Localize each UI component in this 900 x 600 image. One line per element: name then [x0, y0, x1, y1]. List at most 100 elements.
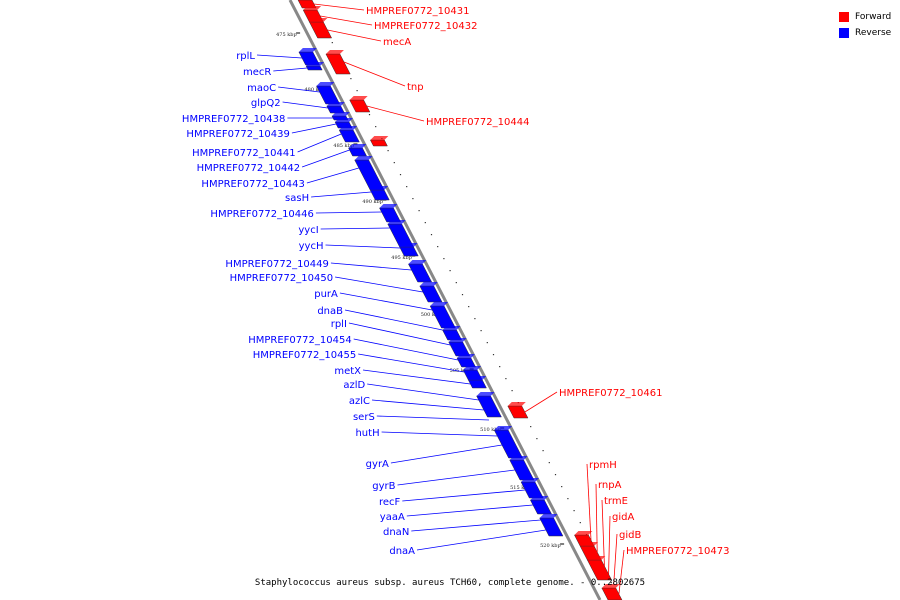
reverse-gene-block[interactable]: [338, 126, 360, 143]
scale-tick-label: 495 kbp: [391, 255, 412, 261]
track-dot: [368, 114, 371, 116]
reverse-leader-line: [315, 211, 382, 214]
forward-leader-line: [601, 499, 605, 567]
forward-gene-label: gidA: [612, 512, 634, 523]
reverse-leader-line: [311, 191, 372, 198]
forward-gene-label: mecA: [383, 37, 411, 48]
reverse-leader-line: [416, 529, 546, 551]
forward-leader-line: [327, 29, 382, 42]
scale-tick-label: 510 kbp: [480, 427, 501, 433]
reverse-leader-line: [273, 67, 308, 72]
reverse-gene-block[interactable]: [456, 354, 477, 368]
gene-features[interactable]: [297, 0, 623, 600]
scale-tick-label: 520 kbp: [540, 543, 561, 549]
reverse-leader-line: [306, 167, 359, 184]
forward-gene-label: HMPREF0772_10473: [626, 546, 729, 557]
forward-leader-line: [343, 61, 406, 87]
forward-gene-block[interactable]: [308, 18, 333, 39]
reverse-leader-line: [256, 54, 302, 59]
reverse-gene-label: dnaA: [389, 546, 415, 557]
forward-gene-label: tnp: [407, 82, 424, 93]
reverse-leader-line: [297, 133, 342, 153]
reverse-gene-label: HMPREF0772_10443: [201, 179, 304, 190]
scale-tick-label: 515 kbp: [510, 485, 531, 491]
reverse-gene-label: sasH: [285, 193, 309, 204]
reverse-gene-label: azlC: [349, 396, 370, 407]
forward-gene-block[interactable]: [349, 96, 371, 113]
track-dot: [530, 426, 532, 428]
reverse-gene-block[interactable]: [387, 220, 415, 248]
track-dot: [418, 210, 420, 212]
track-dot: [579, 522, 581, 524]
reverse-gene-block[interactable]: [326, 102, 345, 114]
reverse-gene-block[interactable]: [407, 260, 433, 283]
track-dot: [356, 90, 358, 92]
forward-gene-block[interactable]: [507, 402, 529, 419]
forward-gene-block[interactable]: [369, 136, 389, 147]
reverse-gene-label: yaaA: [380, 512, 405, 523]
reverse-gene-label: recF: [379, 497, 401, 508]
tick-dots: [313, 6, 619, 596]
reverse-gene-label: HMPREF0772_10450: [230, 273, 333, 284]
forward-leader-line: [524, 391, 558, 413]
reverse-gene-block[interactable]: [298, 48, 320, 66]
track-dot: [430, 234, 433, 236]
forward-gene-label: gidB: [619, 530, 641, 541]
scale-tick-label: 490 kbp: [362, 199, 383, 205]
reverse-gene-block[interactable]: [305, 62, 325, 71]
reverse-gene-block[interactable]: [539, 514, 564, 537]
reverse-leader-line: [335, 276, 423, 293]
reverse-gene-label: rplL: [236, 51, 255, 62]
scale-tick-label: 480 kbp: [305, 87, 326, 93]
forward-gene-label: HMPREF0772_10461: [559, 388, 662, 399]
reverse-leader-line: [325, 244, 401, 249]
forward-leader-line: [618, 549, 625, 595]
forward-swatch: [839, 12, 849, 22]
forward-gene-block[interactable]: [586, 556, 613, 581]
reverse-leader-line: [397, 469, 515, 486]
track-dot: [480, 330, 482, 332]
reverse-leader-line: [344, 309, 443, 331]
reverse-swatch: [839, 28, 849, 38]
forward-leader-line: [366, 105, 425, 122]
reverse-leader-line: [278, 86, 320, 93]
track-dot: [331, 42, 333, 44]
reverse-gene-block[interactable]: [442, 326, 463, 341]
reverse-leader-line: [339, 292, 433, 311]
reverse-leader-line: [353, 338, 459, 361]
reverse-gene-label: dnaB: [317, 306, 343, 317]
track-dot: [610, 582, 612, 584]
reverse-gene-block[interactable]: [529, 496, 552, 515]
track-dot: [567, 498, 569, 500]
legend-label-reverse: Reverse: [855, 28, 892, 38]
reverse-leader-line: [390, 444, 502, 464]
reverse-gene-label: hutH: [355, 428, 379, 439]
forward-gene-label: rnpA: [598, 480, 622, 491]
reverse-gene-label: serS: [353, 412, 375, 423]
reverse-gene-label: HMPREF0772_10449: [225, 259, 328, 270]
reverse-leader-line: [358, 353, 465, 373]
genome-caption: Staphylococcus aureus subsp. aureus TCH6…: [254, 578, 646, 588]
reverse-gene-label: HMPREF0772_10446: [210, 209, 313, 220]
reverse-gene-block[interactable]: [316, 82, 341, 105]
legend-item-forward: Forward: [839, 9, 891, 25]
track-dot: [505, 378, 507, 380]
reverse-leader-line: [367, 383, 479, 401]
track-dot: [561, 486, 563, 488]
reverse-gene-block[interactable]: [348, 144, 368, 157]
reverse-gene-block[interactable]: [467, 376, 487, 389]
forward-gene-block[interactable]: [325, 50, 351, 75]
reverse-leader-line: [402, 489, 526, 502]
reverse-gene-label: mecR: [243, 67, 271, 78]
gene-labels: rplL mecR maoC glpQ2 HMPREF0772_10438 HMPREF0…: [182, 3, 729, 595]
forward-gene-block[interactable]: [601, 584, 623, 600]
reverse-gene-block[interactable]: [369, 186, 390, 201]
track-dot: [437, 246, 439, 248]
reverse-leader-line: [301, 149, 350, 168]
reverse-gene-block[interactable]: [399, 243, 419, 257]
reverse-gene-label: dnaN: [383, 527, 409, 538]
track-dot: [393, 162, 395, 164]
reverse-leader-line: [376, 415, 490, 421]
reverse-leader-line: [282, 101, 328, 109]
